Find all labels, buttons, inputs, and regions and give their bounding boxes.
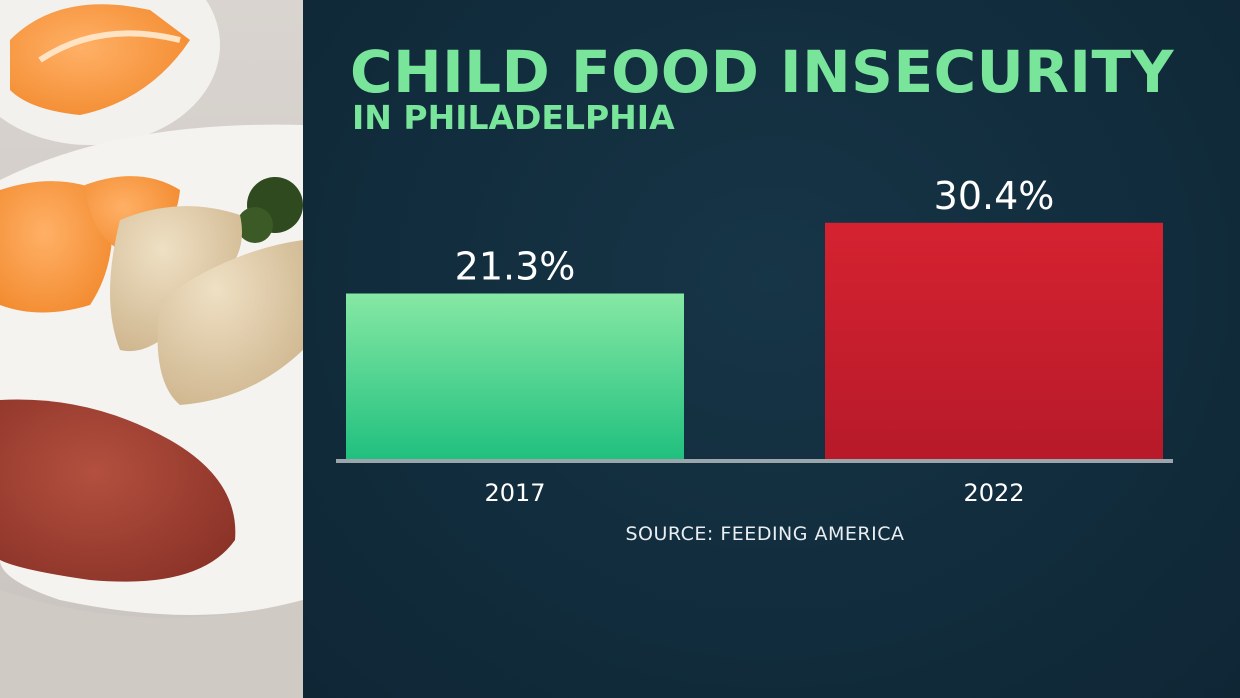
x-tick-label-2022: 2022 [963,479,1024,507]
source-note: SOURCE: FEEDING AMERICA [625,523,905,545]
x-tick-label-2017: 2017 [484,479,545,507]
bar-2017 [346,293,684,459]
bar-2022 [825,222,1163,459]
chart-title: CHILD FOOD INSECURITY [350,38,1175,106]
food-tray-photo [0,0,303,698]
value-label-2017: 21.3% [455,244,576,288]
value-label-2022: 30.4% [934,174,1055,218]
chart-subtitle: IN PHILADELPHIA [352,98,675,137]
